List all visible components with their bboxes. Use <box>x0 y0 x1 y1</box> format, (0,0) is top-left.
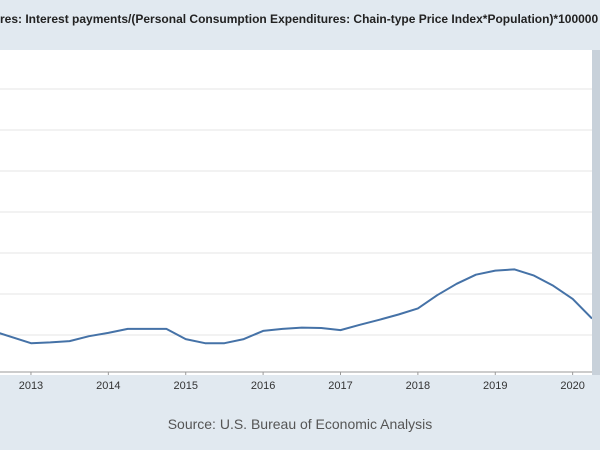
x-axis <box>0 371 592 375</box>
x-tick-label: 2016 <box>250 380 276 392</box>
right-scrollbar[interactable] <box>592 50 600 375</box>
plot-area <box>0 50 600 375</box>
source-note: Source: U.S. Bureau of Economic Analysis <box>167 416 433 432</box>
x-tick-label: 2018 <box>405 380 431 392</box>
x-tick-label: 2017 <box>328 380 353 392</box>
x-tick-label: 2020 <box>560 380 585 392</box>
x-tick-label: 2015 <box>173 380 198 392</box>
x-tick-label: 2013 <box>18 380 44 392</box>
chart-title: res: Interest payments/(Personal Consump… <box>0 12 599 26</box>
x-tick-label: 2014 <box>96 380 121 392</box>
x-tick-label: 2019 <box>483 380 508 392</box>
series-line[interactable] <box>0 268 592 345</box>
line-chart <box>0 50 600 375</box>
